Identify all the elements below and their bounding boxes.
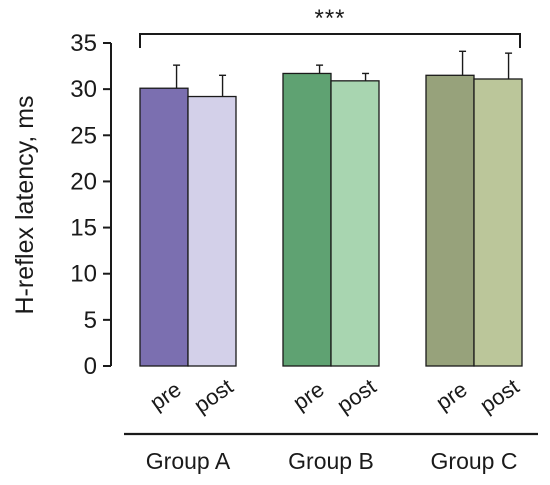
category-label: post [475,374,523,418]
group-label: Group B [288,448,374,474]
y-tick-label: 35 [70,30,97,57]
group-labels: Group A Group B Group C [124,432,538,474]
y-tick-label: 20 [70,168,97,195]
significance-line [139,33,521,48]
bar-post [187,95,237,367]
significance-label: *** [314,5,345,32]
y-tick-label: 30 [70,76,97,103]
bar-pre [425,74,475,367]
category-label: pre [288,376,328,415]
category-labels: pre post pre post pre post [145,374,523,418]
category-label: post [332,374,380,418]
bar-pre [139,87,189,367]
y-tick-label: 10 [70,261,97,288]
y-tick-label: 0 [84,353,97,380]
y-tick-label: 25 [70,122,97,149]
bar-post [330,80,380,367]
y-axis-label: H-reflex latency, ms [11,95,39,314]
category-label: pre [145,376,185,415]
group-label: Group C [431,448,518,474]
bars [139,72,523,367]
category-label: post [189,374,237,418]
error-bars [173,50,513,97]
y-axis: 0 5 10 15 20 25 30 35 [70,30,112,380]
significance-bracket: *** [139,5,521,48]
bar-post [473,78,523,367]
y-tick-label: 5 [84,307,97,334]
y-tick-label: 15 [70,215,97,242]
group-label: Group A [146,448,231,474]
bar-pre [282,72,332,367]
category-label: pre [431,376,471,415]
